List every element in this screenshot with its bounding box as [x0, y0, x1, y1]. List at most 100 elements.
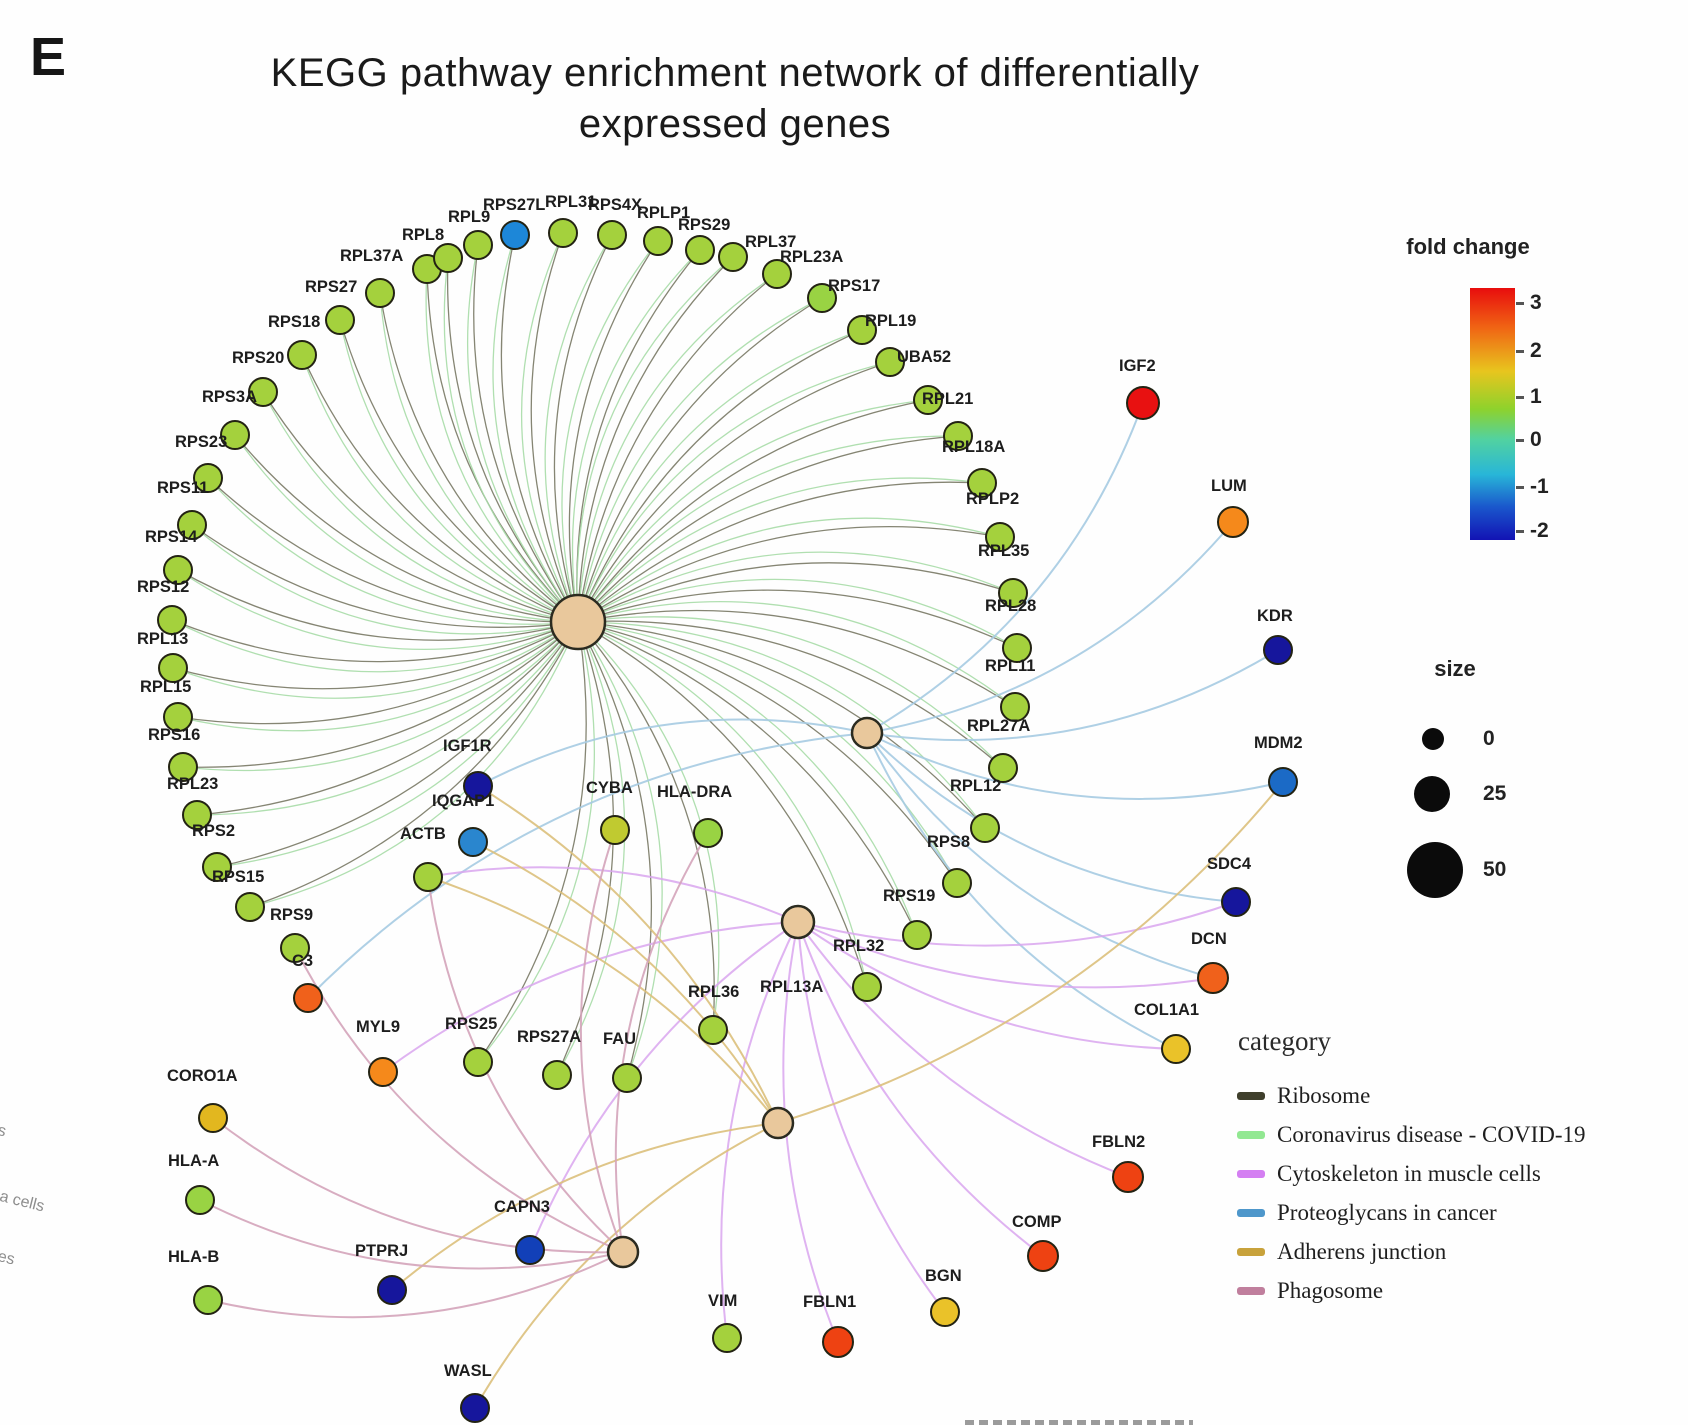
pathway-edge: [427, 866, 799, 923]
gene-label: RPLP2: [966, 490, 1019, 508]
gene-node-RPL8: [433, 243, 463, 273]
gene-label: RPLP1: [637, 204, 690, 222]
pathway-edge: [544, 234, 613, 623]
pathway-edge: [301, 354, 579, 623]
pathway-edge: [577, 620, 1004, 769]
size-value-0: 0: [1483, 727, 1495, 750]
pathway-edge: [172, 621, 579, 690]
pathway-edge: [307, 732, 868, 999]
pathway-edge: [294, 947, 624, 1253]
pathway-edge: [614, 832, 709, 1253]
gene-label: CORO1A: [167, 1067, 238, 1085]
pathway-edge: [576, 256, 734, 623]
pathway-edge: [427, 876, 779, 1124]
pathway-edge: [577, 329, 863, 623]
pathway-edge: [561, 240, 659, 623]
pathway-edge: [207, 477, 579, 623]
gene-node-RPL35: [985, 522, 1015, 552]
tick-value: -2: [1530, 519, 1549, 542]
tick-dash: [1516, 395, 1524, 399]
pathway-edge: [797, 921, 1129, 1178]
gene-node-CORO1A: [198, 1103, 228, 1133]
gene-label: VIM: [708, 1292, 737, 1310]
gene-label: IGF1R: [443, 737, 492, 755]
pathway-edge: [579, 829, 624, 1253]
tick-value: 3: [1530, 291, 1542, 314]
gene-node-ACTB: [413, 862, 443, 892]
gene-label: RPS27A: [517, 1028, 581, 1046]
adherens-swatch: [1237, 1248, 1265, 1256]
gene-label: RPL23: [167, 775, 218, 793]
gene-label: CYBA: [586, 779, 633, 797]
pathway-edge: [382, 921, 799, 1073]
pathway-edge: [866, 732, 1177, 1050]
pathway-edge: [866, 402, 1144, 734]
pathway-edge: [500, 234, 579, 623]
pathway-edge: [171, 619, 579, 663]
gene-label: FAU: [603, 1030, 636, 1048]
pathway-edge: [577, 517, 1001, 623]
pathway-edge: [301, 354, 579, 623]
gene-node-RPL31: [548, 218, 578, 248]
gene-label: BGN: [925, 1267, 962, 1285]
pathway-edge: [577, 562, 1014, 623]
pathway-edge: [234, 434, 579, 623]
gene-node-RPS20: [287, 340, 317, 370]
gene-node-MDM2: [1268, 767, 1298, 797]
pathway-hub-node: [761, 1106, 795, 1140]
tick-value: 1: [1530, 385, 1542, 408]
pathway-edge: [577, 399, 929, 623]
pathway-edge: [472, 841, 779, 1124]
gene-node-unlabeled: [293, 983, 323, 1013]
gene-label: RPL28: [985, 597, 1036, 615]
category-item-proteoglycans: Proteoglycans in cancer: [1237, 1200, 1586, 1226]
pathway-edge: [577, 297, 823, 623]
gene-node-RPL37: [718, 242, 748, 272]
gene-node-IGF1R: [463, 771, 493, 801]
gene-node-RPL21: [913, 385, 943, 415]
gene-node-CAPN3: [515, 1235, 545, 1265]
gene-node-RPL12: [988, 753, 1018, 783]
tick-dash: [1516, 529, 1524, 533]
pathway-edge: [577, 609, 1016, 708]
gene-node-RPS19: [942, 868, 972, 898]
pathway-edge: [196, 621, 579, 816]
gene-label: RPL27A: [967, 717, 1030, 735]
pathway-edge: [577, 621, 653, 1079]
gene-label: CAPN3: [494, 1198, 550, 1216]
pathway-edge: [391, 1122, 779, 1291]
pathway-edge: [216, 621, 579, 868]
gene-label: FBLN1: [803, 1293, 856, 1311]
gene-label: SDC4: [1207, 855, 1252, 873]
pathway-edge: [477, 718, 868, 787]
gene-node-RPS16: [163, 702, 193, 732]
gene-label: UBA52: [897, 348, 951, 366]
gene-node-RPS4X: [597, 220, 627, 250]
pathway-edge: [426, 268, 579, 623]
pathway-edge: [427, 876, 624, 1253]
pathway-edge: [182, 621, 579, 768]
size-dot-50: [1407, 842, 1463, 898]
gene-label: HLA-A: [168, 1152, 219, 1170]
fold-change-tick: -2: [1516, 519, 1576, 542]
pathway-edge: [577, 621, 958, 884]
pathway-edge: [379, 292, 579, 623]
gene-node-RPL9: [463, 230, 493, 260]
gene-node-HLA-B: [193, 1285, 223, 1315]
gene-label: RPL9: [448, 208, 490, 226]
pathway-edge: [553, 234, 613, 623]
gene-node-HLA-A: [185, 1185, 215, 1215]
pathway-edge: [177, 621, 579, 725]
fold-change-tick: -1: [1516, 475, 1576, 498]
pathway-edge: [477, 621, 595, 1063]
pathway-edge: [473, 244, 579, 623]
category-item-label: Phagosome: [1277, 1278, 1384, 1303]
pathway-hub-node: [780, 904, 816, 940]
gene-label: RPL32: [833, 937, 884, 955]
gene-node-RPL36: [698, 1015, 728, 1045]
gene-label: RPL23A: [780, 248, 843, 266]
gene-label: DCN: [1191, 930, 1227, 948]
gene-label: RPS11: [157, 479, 208, 497]
gene-node-RPLP2: [967, 468, 997, 498]
pathway-edge: [577, 435, 959, 623]
